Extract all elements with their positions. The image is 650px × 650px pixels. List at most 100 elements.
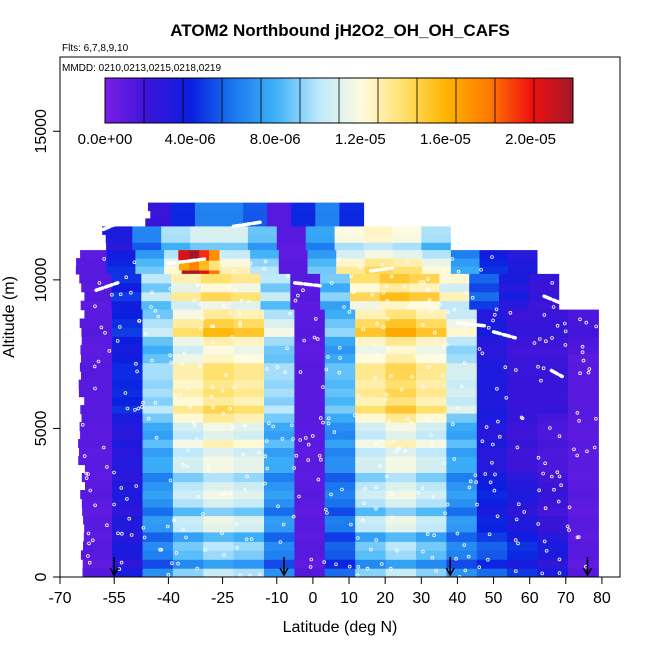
sample-point xyxy=(112,470,116,475)
heatmap-cell xyxy=(324,405,356,415)
sample-point xyxy=(198,364,202,368)
colorbar-swatch xyxy=(419,78,423,123)
colorbar-swatch xyxy=(560,78,563,123)
heatmap-cell xyxy=(446,490,478,500)
heatmap-cell xyxy=(294,498,326,508)
sample-point xyxy=(110,292,114,297)
colorbar-swatch xyxy=(283,78,287,123)
heatmap-cell xyxy=(385,354,417,364)
heatmap-cell xyxy=(203,345,235,355)
heatmap-cell xyxy=(363,226,393,235)
heatmap-cell xyxy=(416,447,447,457)
sample-point xyxy=(116,531,120,536)
sample-point xyxy=(349,274,354,279)
heatmap-cell xyxy=(264,447,295,457)
heatmap-cell xyxy=(355,345,387,355)
heatmap-cell xyxy=(476,481,508,491)
colorbar-swatch xyxy=(360,78,363,123)
sample-point xyxy=(441,268,446,273)
colorbar-swatch xyxy=(547,78,550,123)
sample-point xyxy=(544,339,548,344)
sample-point xyxy=(159,547,164,552)
sample-point xyxy=(230,335,234,339)
heatmap-cell xyxy=(132,226,162,235)
heatmap-cell xyxy=(567,413,599,423)
heatmap-cell xyxy=(537,515,569,525)
heatmap-cell xyxy=(233,464,265,474)
sample-point xyxy=(375,321,379,326)
heatmap-cell xyxy=(203,413,235,423)
heatmap-cell xyxy=(142,473,174,483)
sample-point xyxy=(539,254,544,259)
heatmap-cell xyxy=(83,532,113,542)
heatmap-cell xyxy=(537,413,569,423)
heatmap-cell xyxy=(385,523,417,533)
heatmap-cell xyxy=(416,422,447,432)
sample-point xyxy=(220,531,224,536)
sample-point xyxy=(142,535,147,540)
heatmap-cell xyxy=(112,413,144,423)
heatmap-cell xyxy=(355,413,387,423)
heatmap-cell xyxy=(141,273,172,284)
heatmap-cell xyxy=(233,396,265,406)
profile-arrow-head xyxy=(582,567,593,577)
colorbar-swatch xyxy=(479,78,482,123)
colorbar-swatch xyxy=(409,78,412,123)
colorbar-swatch xyxy=(296,78,299,123)
colorbar-swatch xyxy=(326,78,329,123)
heatmap-cell xyxy=(567,379,599,389)
heatmap-cell xyxy=(315,210,340,219)
sample-point xyxy=(238,323,243,328)
heatmap-cell xyxy=(203,388,235,398)
sample-point xyxy=(184,535,188,540)
heatmap-cell xyxy=(84,523,113,533)
heatmap-cell xyxy=(142,447,174,457)
sample-point xyxy=(125,406,130,411)
sample-point xyxy=(410,375,414,379)
sample-point xyxy=(492,312,497,317)
heatmap-cell xyxy=(567,550,599,560)
heatmap-cell xyxy=(379,273,411,284)
sample-point xyxy=(491,318,495,323)
heatmap-cell xyxy=(203,473,235,483)
sample-point xyxy=(430,555,435,560)
sample-point xyxy=(326,421,331,426)
sample-point xyxy=(440,277,445,282)
colorbar-swatch xyxy=(534,78,538,123)
heatmap-cell xyxy=(339,202,365,212)
colorbar-swatch xyxy=(262,78,265,123)
sample-point xyxy=(206,464,210,469)
sample-point xyxy=(153,308,158,313)
sample-point xyxy=(420,486,425,491)
heatmap-cell xyxy=(142,345,174,355)
heatmap-cell xyxy=(112,309,144,320)
heatmap-cell xyxy=(105,234,133,243)
colorbar-swatch xyxy=(494,78,497,123)
heatmap-cell xyxy=(567,362,599,372)
heatmap-cell xyxy=(385,541,417,551)
sample-point xyxy=(324,367,329,372)
sample-point xyxy=(318,416,323,420)
sample-point xyxy=(86,531,91,536)
heatmap-cell xyxy=(476,515,508,525)
sample-point xyxy=(228,406,233,411)
sample-point xyxy=(242,487,247,492)
sample-point xyxy=(133,407,137,412)
sample-point xyxy=(394,449,399,454)
heatmap-cell xyxy=(203,354,235,364)
colorbar-swatch xyxy=(432,78,436,123)
heatmap-cell xyxy=(385,413,417,423)
sample-point xyxy=(91,538,95,543)
heatmap-cell xyxy=(84,291,113,302)
sample-point xyxy=(135,369,139,374)
flight-track xyxy=(293,281,322,288)
heatmap-cell xyxy=(324,379,356,389)
heatmap-cell xyxy=(385,559,417,569)
heatmap-cell xyxy=(78,379,113,389)
sample-point xyxy=(445,502,450,507)
sample-point xyxy=(556,499,561,504)
colorbar-swatch xyxy=(536,78,540,123)
heatmap-cell xyxy=(476,532,508,542)
heatmap-cell xyxy=(422,250,452,259)
